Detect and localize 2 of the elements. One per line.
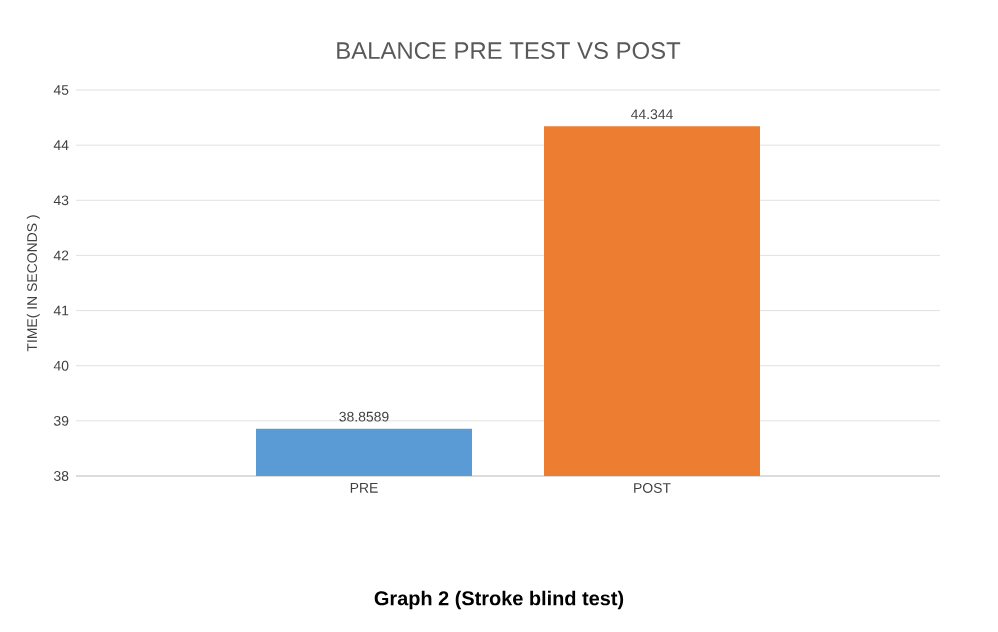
chart-title: BALANCE PRE TEST VS POST bbox=[337, 42, 681, 59]
caption: Graph 2 (Stroke blind test) bbox=[374, 590, 624, 610]
